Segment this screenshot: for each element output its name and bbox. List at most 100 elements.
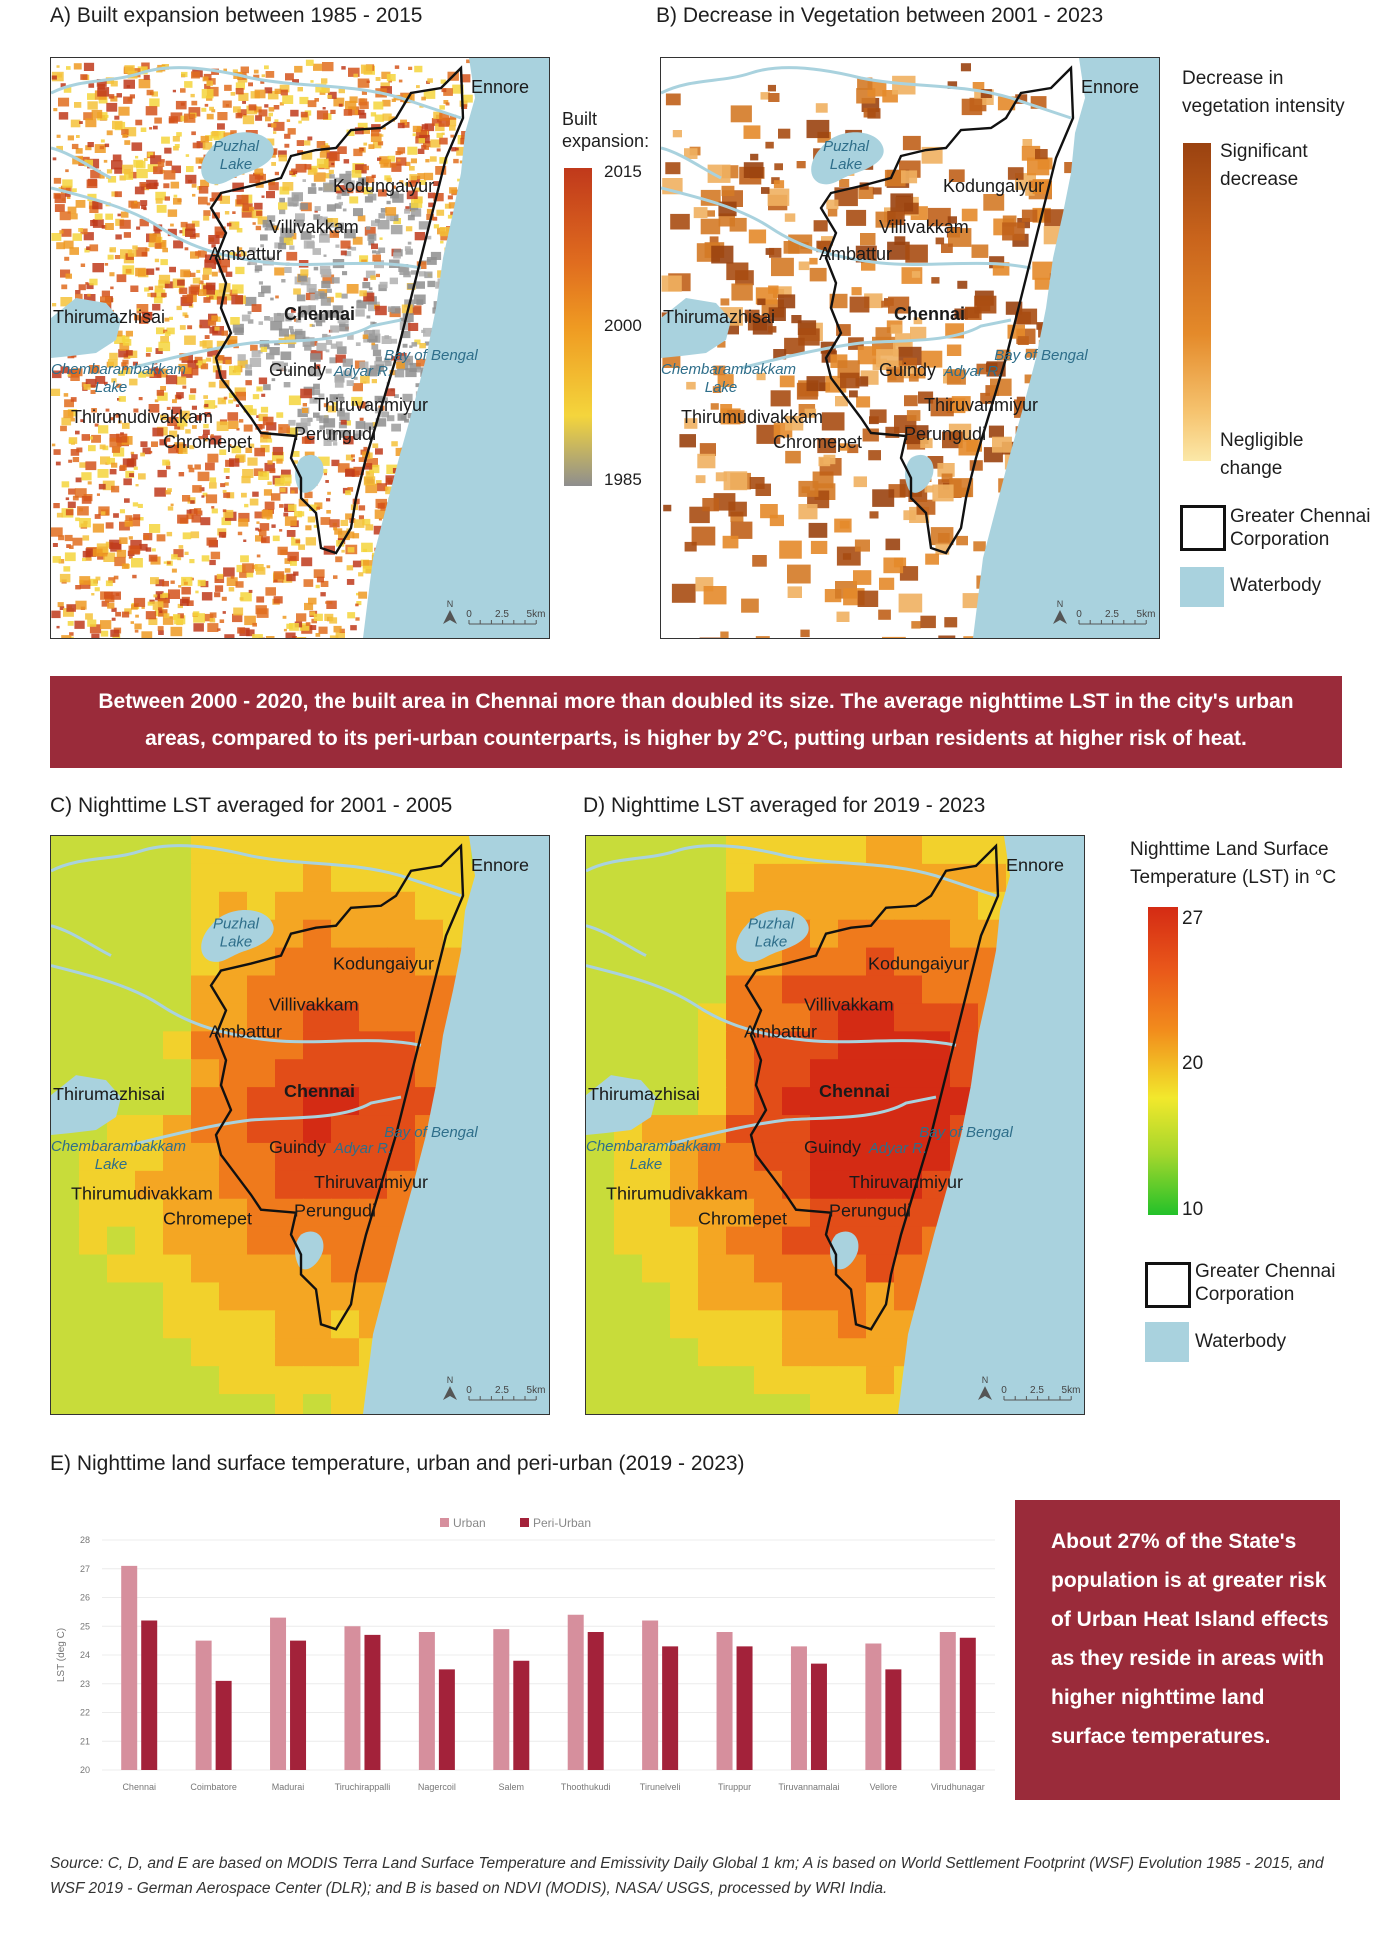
svg-text:N: N — [447, 599, 454, 609]
map-label-ambattur: Ambattur — [819, 244, 892, 264]
map-label-chembarambakkam: Chembarambakkam — [586, 1138, 721, 1155]
legend-b-low: Negligible change — [1220, 430, 1304, 479]
legend-a-bottom: 1985 — [604, 470, 642, 489]
x-tick-label: Chennai — [122, 1782, 156, 1792]
panel-e-title: E) Nighttime land surface temperature, u… — [50, 1452, 745, 1475]
summary-banner-text: Between 2000 - 2020, the built area in C… — [98, 690, 1294, 750]
map-label-guindy: Guindy — [804, 1137, 861, 1157]
svg-text:5km: 5km — [527, 609, 546, 620]
map-label-thiruvanmiyur: Thiruvanmiyur — [314, 1172, 428, 1192]
bar-periurban-tiruchirappalli — [364, 1634, 381, 1770]
map-label-villivakkam: Villivakkam — [269, 217, 359, 237]
legend-lst-27: 27 — [1182, 908, 1204, 929]
map-label-kodungaiyur: Kodungaiyur — [868, 954, 969, 974]
map-label-bay: Bay of Bengal — [994, 347, 1088, 364]
map-label-thirumudivakkam: Thirumudivakkam — [681, 407, 823, 427]
lst-bar-chart-svg: 20 21 22 23 24 25 26 27 28 LST (deg C) Urban Peri-U… — [56, 1516, 995, 1792]
map-label-thiruvanmiyur: Thiruvanmiyur — [314, 395, 428, 415]
bar-periurban-madurai — [290, 1640, 307, 1770]
x-tick-label: Nagercoil — [418, 1782, 456, 1792]
svg-text:5km: 5km — [1137, 609, 1156, 620]
legend-b-boundary: Greater Chennai Corporation — [1230, 506, 1371, 550]
map-label-kodungaiyur: Kodungaiyur — [333, 954, 434, 974]
bar-urban-vellore — [865, 1643, 882, 1770]
lst-2001-2005-map: Ennore Puzhal Lake Kodungaiyur Villivakkam Am… — [50, 835, 550, 1415]
map-label-chennai: Chennai — [819, 1081, 890, 1101]
lst-2019-2023-map: Ennore Puzhal Lake Kodungaiyur Villivakkam Am… — [585, 835, 1085, 1415]
x-tick-label: Madurai — [272, 1782, 305, 1792]
scale-bar: N 0 2.5 5km — [443, 599, 546, 625]
svg-text:2.5: 2.5 — [495, 609, 509, 620]
map-label-thirumazhisai: Thirumazhisai — [53, 307, 165, 327]
map-label-thirumudivakkam: Thirumudivakkam — [71, 407, 213, 427]
bar-urban-salem — [493, 1629, 510, 1770]
lst-bar-chart: 20 21 22 23 24 25 26 27 28 LST (deg C) Urban Peri-U… — [50, 1500, 1005, 1812]
svg-text:2.5: 2.5 — [1105, 609, 1119, 620]
svg-text:N: N — [982, 1375, 988, 1385]
y-tick-label: 25 — [80, 1621, 90, 1631]
map-label-perungudi: Perungudi — [829, 1201, 911, 1221]
svg-text:2.5: 2.5 — [1030, 1385, 1044, 1396]
map-label-chromepet: Chromepet — [163, 432, 252, 452]
water-swatch — [1180, 567, 1224, 607]
legend-b-colorbar — [1183, 143, 1211, 461]
panel-c-title: C) Nighttime LST averaged for 2001 - 200… — [50, 794, 453, 817]
map-label-ennore: Ennore — [1081, 77, 1139, 97]
bar-periurban-virudhunagar — [959, 1637, 976, 1770]
legend-swatch — [440, 1518, 449, 1527]
map-label-ennore: Ennore — [1006, 855, 1064, 875]
bar-urban-madurai — [270, 1617, 287, 1770]
svg-text:0: 0 — [1076, 609, 1082, 620]
panel-a-title: A) Built expansion between 1985 - 2015 — [50, 4, 423, 27]
legend-a-top: 2015 — [604, 162, 642, 181]
x-tick-label: Salem — [499, 1782, 525, 1792]
x-tick-label: Virudhunagar — [931, 1782, 985, 1792]
source-note: Source: C, D, and E are based on MODIS T… — [50, 1855, 1324, 1897]
y-tick-label: 23 — [80, 1679, 90, 1689]
legend-swatch — [520, 1518, 529, 1527]
water-swatch-2 — [1145, 1322, 1189, 1362]
map-label-thirumudivakkam: Thirumudivakkam — [606, 1184, 748, 1204]
map-label-puzhal: Puzhal — [748, 916, 795, 933]
map-label-ambattur: Ambattur — [744, 1021, 817, 1041]
map-label-ennore: Ennore — [471, 77, 529, 97]
map-label-lake: Lake — [755, 934, 788, 951]
svg-text:0: 0 — [466, 609, 472, 620]
map-label-chennai: Chennai — [284, 304, 355, 324]
boundary-swatch — [1180, 505, 1226, 551]
map-label-adyar: Adyar R. — [943, 363, 1002, 380]
bar-periurban-tiruvannamalai — [810, 1663, 827, 1770]
map-label-kodungaiyur: Kodungaiyur — [333, 176, 434, 196]
bar-periurban-coimbatore — [215, 1680, 232, 1770]
map-label-adyar: Adyar R. — [333, 1140, 392, 1157]
map-label-bay: Bay of Bengal — [919, 1124, 1013, 1141]
map-label-lake: Lake — [830, 156, 863, 173]
map-label-thirumazhisai: Thirumazhisai — [588, 1084, 700, 1104]
svg-text:0: 0 — [466, 1385, 472, 1396]
x-tick-label: Tiruchirappalli — [335, 1782, 391, 1792]
map-label-lake: Lake — [705, 379, 738, 396]
risk-callout-text: About 27% of the State's population is a… — [1051, 1530, 1329, 1748]
legend-lst-colorbar — [1148, 907, 1178, 1215]
svg-text:N: N — [447, 1375, 453, 1385]
boundary-swatch-2 — [1145, 1262, 1191, 1308]
map-label-kodungaiyur: Kodungaiyur — [943, 176, 1044, 196]
y-tick-label: 20 — [80, 1765, 90, 1775]
x-tick-label: Vellore — [870, 1782, 898, 1792]
map-label-lake: Lake — [630, 1156, 663, 1173]
y-tick-label: 21 — [80, 1736, 90, 1746]
map-label-guindy: Guindy — [269, 360, 326, 380]
map-canvas: EnnorePuzhalLakeKodungaiyurVillivakkamAm… — [586, 836, 1084, 1414]
x-tick-label: Coimbatore — [190, 1782, 237, 1792]
map-label-thiruvanmiyur: Thiruvanmiyur — [849, 1172, 963, 1192]
map-label-thiruvanmiyur: Thiruvanmiyur — [924, 395, 1038, 415]
legend-label: Urban — [453, 1516, 486, 1530]
map-label-perungudi: Perungudi — [904, 424, 986, 444]
map-label-ambattur: Ambattur — [209, 244, 282, 264]
x-tick-label: Tirunelveli — [640, 1782, 681, 1792]
scale-bar: N 0 2.5 5km — [1053, 599, 1156, 625]
vegetation-decrease-map: Ennore Puzhal Lake Kodungaiyur Villivakkam Am… — [660, 57, 1160, 639]
map-label-chromepet: Chromepet — [698, 1209, 787, 1229]
map-label-puzhal: Puzhal — [213, 138, 260, 155]
y-tick-label: 22 — [80, 1708, 90, 1718]
